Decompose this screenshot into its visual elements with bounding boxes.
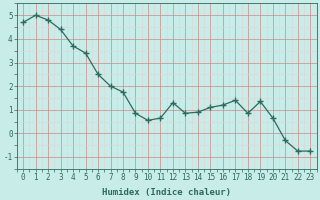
X-axis label: Humidex (Indice chaleur): Humidex (Indice chaleur) <box>102 188 231 197</box>
